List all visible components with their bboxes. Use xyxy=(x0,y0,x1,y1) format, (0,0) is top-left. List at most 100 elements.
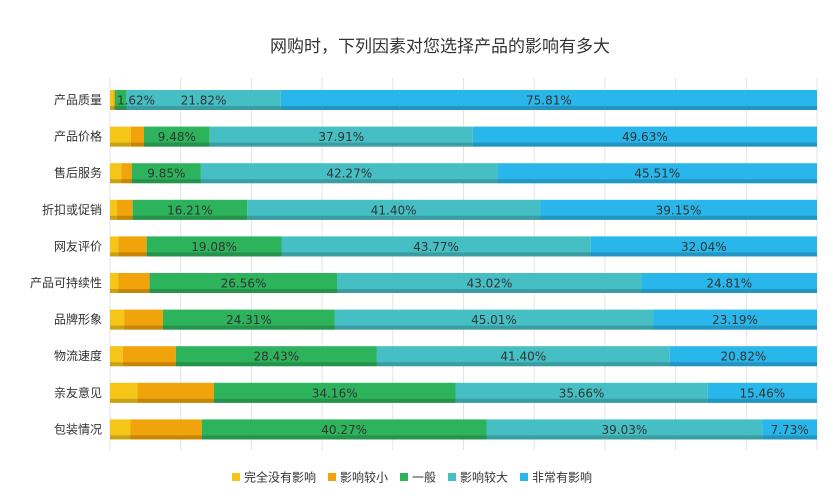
category-label: 物流速度 xyxy=(54,348,102,363)
data-label: 75.81% xyxy=(526,94,572,108)
bar-segment xyxy=(653,309,817,330)
bar-segment-shadow xyxy=(641,289,817,293)
bar-segment xyxy=(669,346,817,367)
bar-segment-shadow xyxy=(376,362,670,367)
chart-title: 网购时，下列因素对您选择产品的影响有多大 xyxy=(270,37,610,57)
data-label: 19.08% xyxy=(191,240,237,254)
bar-segment xyxy=(163,309,335,330)
bar-segment-shadow xyxy=(143,142,210,147)
category-label: 亲友意见 xyxy=(54,385,102,400)
bar-segment xyxy=(175,346,377,367)
data-label: 28.43% xyxy=(253,350,299,364)
category-label: 折扣或促销 xyxy=(42,202,102,217)
data-label: 20.82% xyxy=(720,350,766,364)
bar-segment-shadow xyxy=(163,325,335,330)
data-label: 15.46% xyxy=(739,386,785,400)
bar-segment xyxy=(130,419,202,440)
bar-segment xyxy=(110,382,138,403)
bar-segment-shadow xyxy=(130,435,202,440)
legend-label: 一般 xyxy=(412,470,436,485)
bar-segment-shadow xyxy=(110,398,138,403)
bar-segment-shadow xyxy=(653,325,817,330)
bar-segment-shadow xyxy=(117,215,133,220)
data-label: 39.15% xyxy=(656,203,702,217)
legend-swatch xyxy=(448,473,456,481)
data-label: 16.21% xyxy=(167,203,213,217)
legend-label: 完全没有影响 xyxy=(244,470,316,485)
category-label: 产品价格 xyxy=(54,129,102,144)
bar-segment xyxy=(113,90,115,110)
bar-segment-shadow xyxy=(110,252,119,257)
bar-segment xyxy=(146,236,282,257)
legend-swatch xyxy=(328,473,336,481)
bar-segment-shadow xyxy=(200,179,498,184)
category-label: 品牌形象 xyxy=(54,313,102,327)
bar-segment xyxy=(590,236,817,257)
data-label: 41.40% xyxy=(371,203,417,217)
bar-segment-shadow xyxy=(114,106,127,110)
bar-segment xyxy=(247,199,541,220)
bar-segment xyxy=(114,90,127,110)
bar-segment-shadow xyxy=(247,215,541,220)
bar-segment xyxy=(641,273,817,293)
category-label: 产品质量 xyxy=(54,93,102,107)
bar-segment xyxy=(455,382,708,403)
bar-segment-shadow xyxy=(110,215,118,220)
data-label: 39.03% xyxy=(602,423,648,437)
category-label: 包装情况 xyxy=(54,422,102,436)
data-label: 45.51% xyxy=(634,167,680,181)
legend-swatch xyxy=(520,473,528,481)
legend-label: 影响较小 xyxy=(340,470,388,485)
bar-segment-shadow xyxy=(110,289,119,293)
data-label: 21.82% xyxy=(181,94,227,108)
bar-segment xyxy=(110,236,119,257)
bar-segment xyxy=(110,273,119,293)
bar-segment xyxy=(122,346,176,367)
data-label: 43.02% xyxy=(467,277,513,291)
category-label: 售后服务 xyxy=(54,165,102,180)
data-label: 9.48% xyxy=(158,130,196,144)
bar-segment-shadow xyxy=(149,289,338,293)
bar-segment-shadow xyxy=(110,325,125,330)
bar-segment xyxy=(110,419,131,440)
bar-segment xyxy=(200,163,498,184)
bar-segment-shadow xyxy=(590,252,817,257)
data-label: 35.66% xyxy=(559,386,605,400)
bar-segment xyxy=(130,126,144,147)
bar-segment xyxy=(110,90,114,110)
bar-segment xyxy=(213,382,456,403)
bar-segment xyxy=(132,199,248,220)
legend-label: 影响较大 xyxy=(460,470,508,485)
bar-segment-shadow xyxy=(281,252,591,257)
bar-segment-shadow xyxy=(209,142,473,147)
data-label: 1.62% xyxy=(117,94,155,108)
bar-segment-shadow xyxy=(121,179,132,184)
bar-segment xyxy=(497,163,817,184)
bar-segment-shadow xyxy=(280,106,817,110)
bar-segment-shadow xyxy=(213,398,456,403)
data-label: 41.40% xyxy=(500,350,546,364)
bar-segment xyxy=(110,309,125,330)
bar-segment-shadow xyxy=(113,106,115,110)
category-label: 网友评价 xyxy=(54,239,102,253)
data-label: 49.63% xyxy=(622,130,668,144)
bar-segment-shadow xyxy=(132,215,248,220)
bar-segment xyxy=(762,419,817,440)
bar-segment-shadow xyxy=(130,142,144,147)
bar-segment-shadow xyxy=(110,179,122,184)
bar-segment xyxy=(334,309,654,330)
bar-segment xyxy=(209,126,473,147)
legend: 完全没有影响 影响较小 一般 影响较大 非常有影响 xyxy=(232,470,592,485)
bar-segment-shadow xyxy=(540,215,817,220)
bar-segment-shadow xyxy=(337,289,642,293)
bar-segment xyxy=(131,163,201,184)
bar-segment-shadow xyxy=(707,398,817,403)
bar-segment-shadow xyxy=(122,362,176,367)
bar-segment xyxy=(280,90,817,110)
data-label: 24.31% xyxy=(226,313,272,327)
bar-segment xyxy=(121,163,132,184)
bar-segment xyxy=(110,163,122,184)
bar-segment-shadow xyxy=(124,325,164,330)
